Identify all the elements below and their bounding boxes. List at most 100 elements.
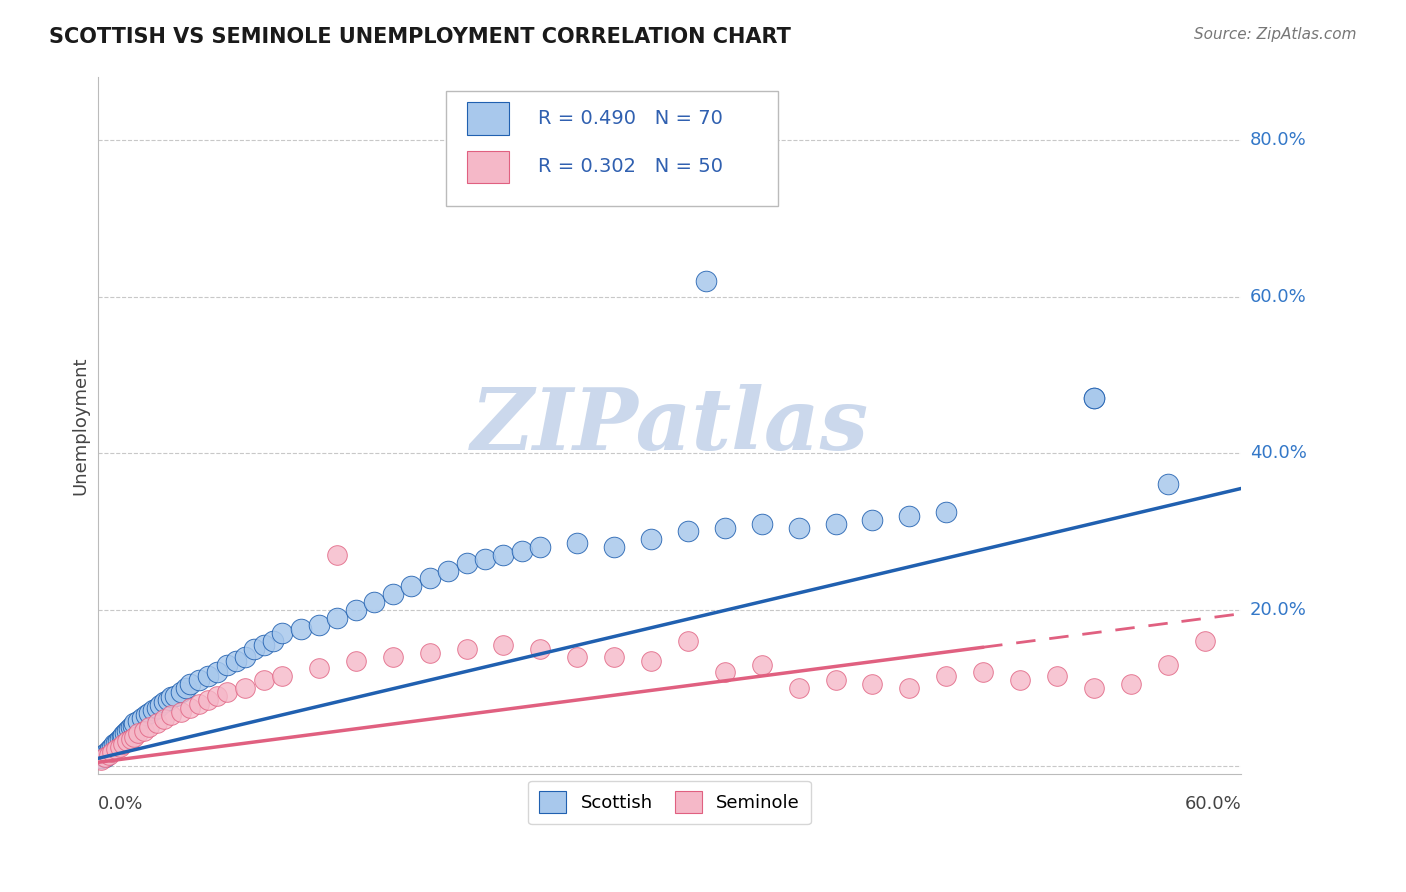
- Point: [290, 623, 312, 637]
- Point: [437, 564, 460, 578]
- Point: [787, 681, 810, 695]
- Point: [640, 654, 662, 668]
- Point: [1194, 634, 1216, 648]
- Point: [96, 745, 118, 759]
- Point: [862, 513, 884, 527]
- Point: [1046, 669, 1069, 683]
- Point: [271, 669, 294, 683]
- Point: [252, 673, 274, 688]
- Point: [1083, 681, 1105, 695]
- Point: [603, 540, 626, 554]
- Point: [153, 695, 176, 709]
- Point: [381, 649, 404, 664]
- Point: [381, 587, 404, 601]
- Point: [972, 665, 994, 680]
- Point: [160, 708, 183, 723]
- Point: [676, 634, 699, 648]
- Point: [100, 742, 122, 756]
- Point: [492, 548, 515, 562]
- Point: [695, 187, 717, 202]
- Point: [91, 747, 114, 762]
- Point: [695, 274, 717, 288]
- Point: [138, 720, 160, 734]
- Point: [233, 681, 256, 695]
- Point: [567, 536, 589, 550]
- Point: [112, 738, 135, 752]
- Point: [344, 603, 367, 617]
- Point: [108, 739, 131, 754]
- FancyBboxPatch shape: [447, 91, 778, 206]
- Point: [1119, 677, 1142, 691]
- Text: 80.0%: 80.0%: [1250, 131, 1306, 149]
- Point: [456, 641, 478, 656]
- Point: [326, 610, 349, 624]
- Point: [474, 552, 496, 566]
- Point: [121, 718, 143, 732]
- Point: [529, 540, 551, 554]
- Point: [935, 505, 957, 519]
- Point: [108, 731, 131, 746]
- Text: R = 0.302   N = 50: R = 0.302 N = 50: [538, 158, 723, 177]
- Point: [603, 649, 626, 664]
- Point: [419, 571, 441, 585]
- Point: [215, 685, 238, 699]
- Point: [252, 638, 274, 652]
- Text: 60.0%: 60.0%: [1185, 795, 1241, 813]
- Point: [862, 677, 884, 691]
- Point: [898, 508, 921, 523]
- Point: [787, 520, 810, 534]
- Point: [751, 657, 773, 672]
- Point: [197, 669, 219, 683]
- Text: 60.0%: 60.0%: [1250, 287, 1306, 306]
- Point: [567, 649, 589, 664]
- Point: [207, 689, 229, 703]
- Point: [160, 690, 183, 705]
- Point: [101, 745, 124, 759]
- Point: [120, 731, 142, 746]
- Point: [103, 738, 125, 752]
- Point: [145, 716, 167, 731]
- FancyBboxPatch shape: [467, 151, 509, 184]
- Point: [308, 661, 330, 675]
- Point: [142, 703, 165, 717]
- Point: [529, 641, 551, 656]
- Text: ZIPatlas: ZIPatlas: [471, 384, 869, 467]
- Point: [90, 753, 112, 767]
- Point: [225, 654, 247, 668]
- Point: [110, 730, 132, 744]
- Point: [188, 697, 211, 711]
- Point: [101, 739, 124, 754]
- Point: [233, 649, 256, 664]
- Text: Source: ZipAtlas.com: Source: ZipAtlas.com: [1194, 27, 1357, 42]
- Point: [127, 726, 149, 740]
- Point: [112, 728, 135, 742]
- Point: [156, 692, 179, 706]
- Point: [97, 744, 120, 758]
- Point: [262, 634, 284, 648]
- Point: [363, 595, 385, 609]
- Point: [169, 705, 191, 719]
- FancyBboxPatch shape: [467, 102, 509, 135]
- Point: [344, 654, 367, 668]
- Point: [115, 734, 138, 748]
- Point: [145, 700, 167, 714]
- Point: [1083, 392, 1105, 406]
- Point: [153, 712, 176, 726]
- Text: 40.0%: 40.0%: [1250, 444, 1306, 462]
- Point: [114, 726, 136, 740]
- Y-axis label: Unemployment: Unemployment: [72, 357, 89, 495]
- Point: [207, 665, 229, 680]
- Text: 20.0%: 20.0%: [1250, 600, 1306, 619]
- Point: [492, 638, 515, 652]
- Point: [135, 708, 157, 723]
- Point: [131, 711, 153, 725]
- Point: [169, 685, 191, 699]
- Point: [120, 720, 142, 734]
- Point: [714, 520, 737, 534]
- Point: [90, 751, 112, 765]
- Text: R = 0.490   N = 70: R = 0.490 N = 70: [538, 109, 723, 128]
- Point: [188, 673, 211, 688]
- Text: SCOTTISH VS SEMINOLE UNEMPLOYMENT CORRELATION CHART: SCOTTISH VS SEMINOLE UNEMPLOYMENT CORREL…: [49, 27, 792, 46]
- Legend: Scottish, Seminole: Scottish, Seminole: [529, 780, 811, 824]
- Point: [510, 544, 533, 558]
